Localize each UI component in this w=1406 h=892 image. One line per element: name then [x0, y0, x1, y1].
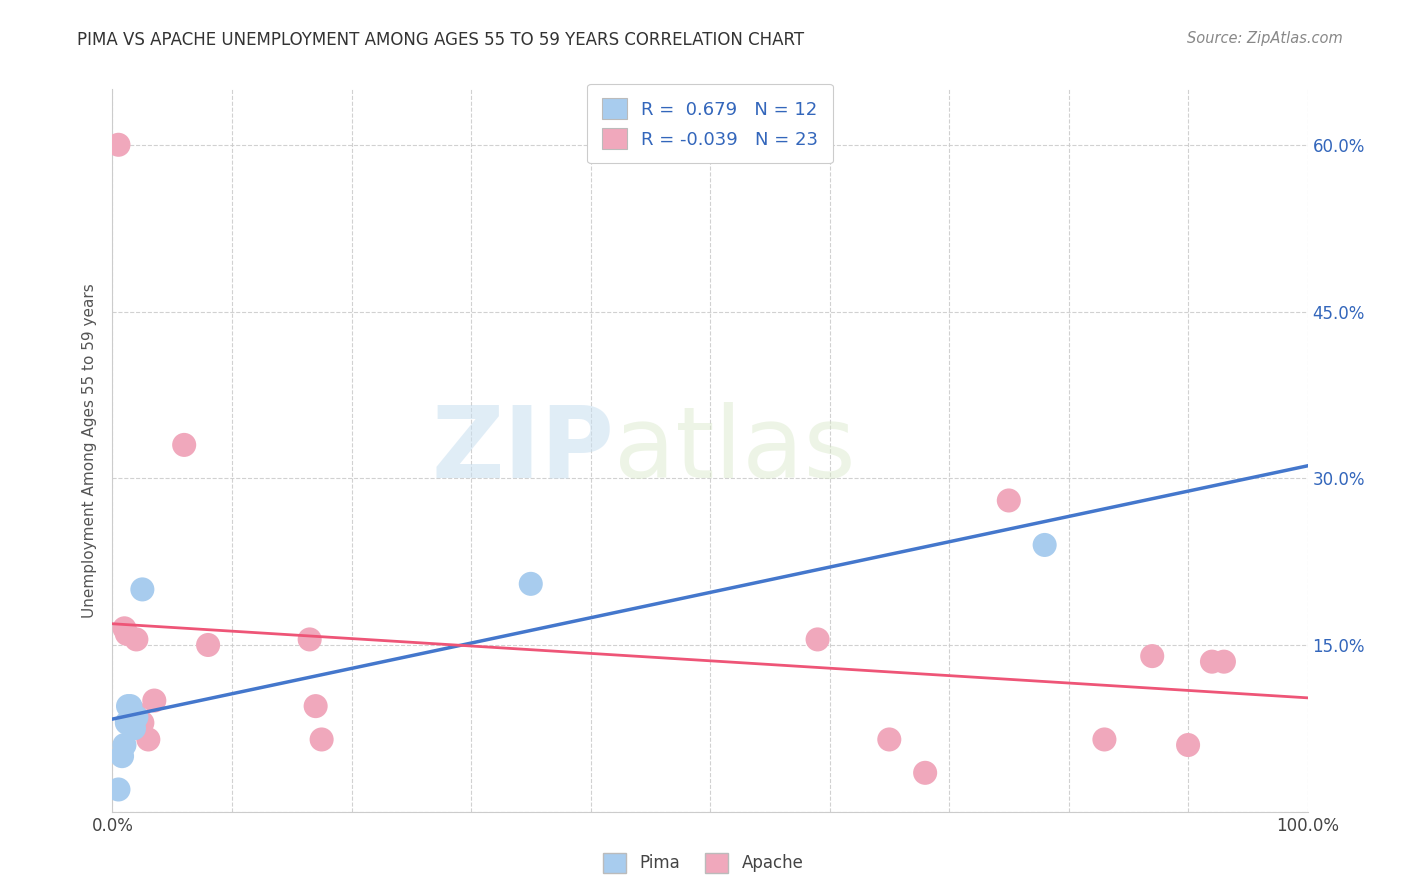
- Legend: R =  0.679   N = 12, R = -0.039   N = 23: R = 0.679 N = 12, R = -0.039 N = 23: [588, 84, 832, 163]
- Point: [1094, 732, 1116, 747]
- Point: [122, 722, 145, 736]
- Point: [117, 699, 139, 714]
- Point: [1142, 649, 1164, 664]
- Point: [107, 137, 129, 152]
- Point: [121, 710, 143, 724]
- Text: Source: ZipAtlas.com: Source: ZipAtlas.com: [1187, 31, 1343, 46]
- Point: [115, 627, 138, 641]
- Point: [125, 632, 148, 647]
- Point: [520, 577, 543, 591]
- Text: atlas: atlas: [614, 402, 856, 499]
- Point: [114, 738, 135, 752]
- Point: [311, 732, 333, 747]
- Point: [138, 732, 160, 747]
- Point: [120, 715, 142, 730]
- Legend: Pima, Apache: Pima, Apache: [596, 847, 810, 880]
- Point: [125, 710, 148, 724]
- Point: [1201, 655, 1223, 669]
- Point: [131, 715, 153, 730]
- Text: ZIP: ZIP: [432, 402, 614, 499]
- Point: [197, 638, 219, 652]
- Point: [120, 699, 142, 714]
- Point: [114, 621, 135, 635]
- Point: [807, 632, 830, 647]
- Point: [143, 693, 166, 707]
- Y-axis label: Unemployment Among Ages 55 to 59 years: Unemployment Among Ages 55 to 59 years: [82, 283, 97, 618]
- Point: [131, 582, 153, 597]
- Point: [1213, 655, 1236, 669]
- Point: [173, 438, 195, 452]
- Point: [115, 715, 138, 730]
- Point: [107, 782, 129, 797]
- Point: [122, 705, 145, 719]
- Point: [1033, 538, 1056, 552]
- Point: [1177, 738, 1199, 752]
- Point: [914, 765, 936, 780]
- Point: [879, 732, 901, 747]
- Point: [998, 493, 1021, 508]
- Text: PIMA VS APACHE UNEMPLOYMENT AMONG AGES 55 TO 59 YEARS CORRELATION CHART: PIMA VS APACHE UNEMPLOYMENT AMONG AGES 5…: [77, 31, 804, 49]
- Point: [111, 749, 134, 764]
- Point: [305, 699, 328, 714]
- Point: [298, 632, 321, 647]
